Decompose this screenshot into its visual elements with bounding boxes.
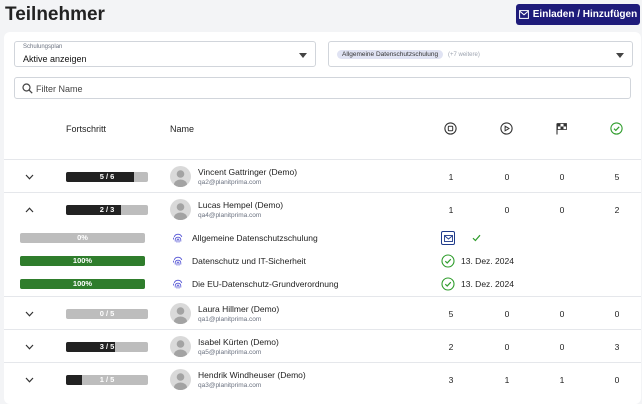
check-icon <box>472 234 481 242</box>
progress-text: 5 / 6 <box>99 172 115 181</box>
chevron-down-icon[interactable] <box>25 344 34 350</box>
stop-circle-icon[interactable] <box>444 122 457 135</box>
participant-email: qa3@planitprima.com <box>198 382 262 389</box>
count-in-progress: 0 <box>504 309 510 319</box>
count-not-started: 2 <box>448 342 454 352</box>
search-icon <box>22 83 33 94</box>
progress-bar: 5 / 6 <box>66 172 148 182</box>
progress-text: 0 / 5 <box>99 309 115 318</box>
search-input[interactable] <box>36 81 616 96</box>
progress-text: 1 / 5 <box>99 375 115 384</box>
course-name: Die EU-Datenschutz-Grundverordnung <box>192 279 339 289</box>
count-completed: 5 <box>614 172 620 182</box>
course-progress-bar: 0% <box>20 233 145 243</box>
participant-name: Isabel Kürten (Demo) <box>198 337 279 347</box>
chevron-down-icon[interactable] <box>25 174 34 180</box>
count-in-progress: 0 <box>504 172 510 182</box>
count-not-started: 1 <box>448 205 454 215</box>
course-progress-text: 100% <box>72 256 93 265</box>
avatar <box>170 199 191 220</box>
participant-row[interactable]: 0 / 5 Laura Hillmer (Demo) qa1@planitpri… <box>4 296 641 329</box>
participant-name: Vincent Gattringer (Demo) <box>198 167 298 177</box>
check-circle-icon[interactable] <box>610 122 623 135</box>
progress-bar: 0 / 5 <box>66 309 148 319</box>
avatar <box>170 369 191 390</box>
training-plan-label: Schulungsplan <box>23 44 63 50</box>
count-completed: 2 <box>614 205 620 215</box>
count-not-started: 5 <box>448 309 454 319</box>
play-circle-icon[interactable] <box>500 122 513 135</box>
chevron-down-icon[interactable] <box>25 377 34 383</box>
course-chip[interactable]: Allgemeine Datenschutzschulung <box>337 50 444 59</box>
fingerprint-icon <box>173 279 183 289</box>
fingerprint-icon <box>173 256 183 266</box>
envelope-icon <box>518 10 529 19</box>
invited-mail-icon <box>441 231 455 245</box>
participants-card: Schulungsplan Aktive anzeigen Allgemeine… <box>4 32 641 404</box>
count-finished: 0 <box>559 309 565 319</box>
count-finished: 0 <box>559 172 565 182</box>
count-completed: 0 <box>614 309 620 319</box>
completion-date: 13. Dez. 2024 <box>461 256 514 266</box>
count-not-started: 1 <box>448 172 454 182</box>
check-circle-icon <box>441 254 455 268</box>
checkered-flag-icon[interactable] <box>555 122 568 135</box>
count-not-started: 3 <box>448 375 454 385</box>
course-more-count: (+7 weitere) <box>448 52 480 58</box>
chevron-down-icon <box>616 53 624 58</box>
course-row: 100% Die EU-Datenschutz-Grundverordnung … <box>4 272 641 296</box>
course-filter-select[interactable]: Allgemeine Datenschutzschulung (+7 weite… <box>328 41 633 67</box>
participant-name: Lucas Hempel (Demo) <box>198 200 284 210</box>
column-progress-header: Fortschritt <box>66 124 107 134</box>
invite-add-button[interactable]: Einladen / Hinzufügen <box>516 4 640 25</box>
count-in-progress: 1 <box>504 375 510 385</box>
completion-date: 13. Dez. 2024 <box>461 279 514 289</box>
count-completed: 0 <box>614 375 620 385</box>
avatar <box>170 336 191 357</box>
fingerprint-icon <box>173 233 183 243</box>
progress-bar: 1 / 5 <box>66 375 148 385</box>
training-plan-value: Aktive anzeigen <box>23 54 87 64</box>
participant-email: qa1@planitprima.com <box>198 316 262 323</box>
count-finished: 0 <box>559 205 565 215</box>
course-progress-text: 100% <box>72 279 93 288</box>
course-row: 0% Allgemeine Datenschutzschulung <box>4 226 641 249</box>
chevron-down-icon[interactable] <box>25 311 34 317</box>
progress-bar: 2 / 3 <box>66 205 148 215</box>
progress-bar: 3 / 5 <box>66 342 148 352</box>
count-finished: 0 <box>559 342 565 352</box>
avatar <box>170 303 191 324</box>
course-name: Allgemeine Datenschutzschulung <box>192 233 318 243</box>
participant-row[interactable]: 2 / 3 Lucas Hempel (Demo) qa4@planitprim… <box>4 192 641 226</box>
course-progress-text: 0% <box>77 233 88 242</box>
participant-email: qa4@planitprima.com <box>198 212 262 219</box>
search-box <box>14 77 631 99</box>
progress-text: 2 / 3 <box>99 205 115 214</box>
progress-text: 3 / 5 <box>99 342 115 351</box>
course-progress-bar: 100% <box>20 256 145 266</box>
participant-email: qa2@planitprima.com <box>198 179 262 186</box>
participant-row[interactable]: 1 / 5 Hendrik Windheuser (Demo) qa3@plan… <box>4 362 641 396</box>
count-finished: 1 <box>559 375 565 385</box>
participant-row[interactable]: 3 / 5 Isabel Kürten (Demo) qa5@planitpri… <box>4 329 641 362</box>
column-name-header: Name <box>170 124 195 134</box>
count-in-progress: 0 <box>504 342 510 352</box>
invite-add-label: Einladen / Hinzufügen <box>532 9 638 20</box>
course-row: 100% Datenschutz und IT-Sicherheit 13. D… <box>4 249 641 272</box>
participant-row[interactable]: 5 / 6 Vincent Gattringer (Demo) qa2@plan… <box>4 159 641 192</box>
course-progress-bar: 100% <box>20 279 145 289</box>
chevron-down-icon <box>299 53 307 58</box>
participant-email: qa5@planitprima.com <box>198 349 262 356</box>
chevron-up-icon[interactable] <box>25 207 34 213</box>
participant-name: Laura Hillmer (Demo) <box>198 304 280 314</box>
avatar <box>170 166 191 187</box>
page-title: Teilnehmer <box>5 4 105 25</box>
check-circle-icon <box>441 277 455 291</box>
course-name: Datenschutz und IT-Sicherheit <box>192 256 306 266</box>
participant-name: Hendrik Windheuser (Demo) <box>198 370 306 380</box>
training-plan-select[interactable]: Schulungsplan Aktive anzeigen <box>14 41 316 67</box>
count-completed: 3 <box>614 342 620 352</box>
count-in-progress: 0 <box>504 205 510 215</box>
